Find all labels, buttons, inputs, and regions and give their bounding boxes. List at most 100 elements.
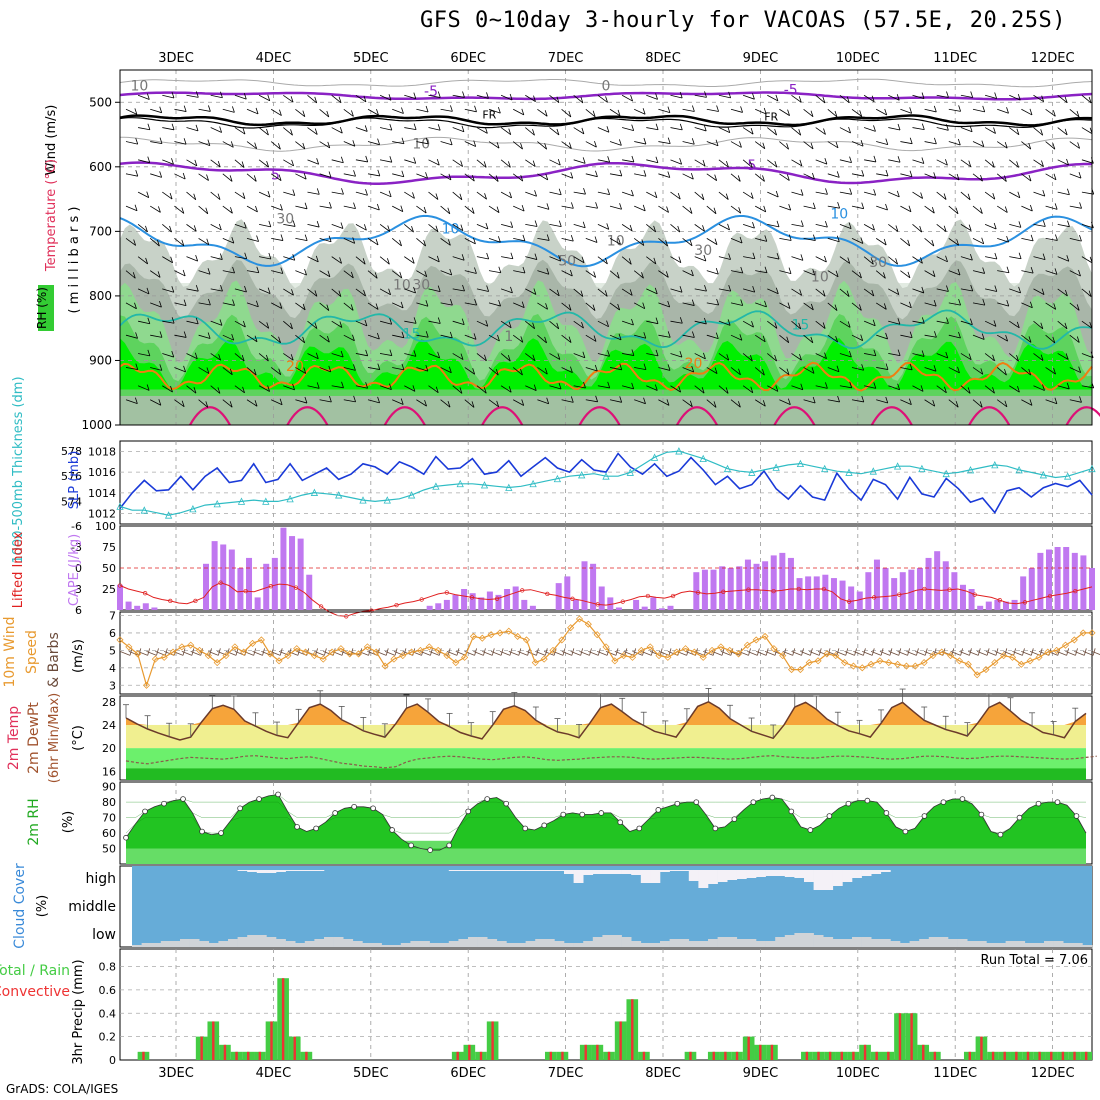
- barb-feather: [496, 400, 500, 407]
- cape-bar: [521, 599, 528, 610]
- wind10-barb: [862, 650, 873, 656]
- wind10-marker: [1061, 641, 1070, 649]
- wind10-marker: [496, 629, 504, 637]
- cloud-low-bar: [372, 943, 382, 947]
- barb-shaft: [525, 353, 536, 362]
- barb-shaft: [258, 94, 270, 102]
- barb-feather: [1016, 128, 1020, 135]
- barb-shaft: [355, 353, 368, 357]
- barb-feather: [146, 384, 150, 391]
- barb-feather: [921, 123, 925, 130]
- barb-feather: [256, 235, 259, 242]
- barb-shaft: [549, 256, 561, 262]
- barb-shaft: [694, 94, 707, 98]
- cloud-low-bar: [564, 943, 574, 947]
- barb-feather: [786, 143, 789, 150]
- precip-conv-bar: [922, 1044, 925, 1060]
- barb-feather: [982, 267, 986, 274]
- barb-shaft: [1081, 127, 1093, 135]
- barb-shaft: [767, 353, 777, 362]
- barb-feather: [920, 192, 924, 199]
- barb-feather: [232, 106, 235, 113]
- barb-feather: [946, 317, 949, 324]
- barb-shaft: [1033, 353, 1044, 361]
- barb-feather: [363, 289, 366, 297]
- cloud-high-bar: [314, 870, 325, 871]
- wind10-barb: [287, 650, 299, 656]
- barb-shaft: [658, 334, 671, 338]
- barb-feather: [946, 285, 949, 292]
- wind10-marker: [328, 648, 336, 656]
- precip-bar: [614, 1021, 621, 1060]
- barb-shaft: [537, 399, 549, 405]
- thickness-marker: [262, 497, 270, 505]
- barb-feather: [931, 206, 935, 214]
- barb-feather: [230, 207, 233, 214]
- barb-shaft: [851, 141, 864, 147]
- barb-shaft: [670, 320, 683, 324]
- barb-feather: [1079, 396, 1082, 403]
- label-2m-dewpt: 2m DewPt: [26, 702, 42, 774]
- barb-shaft: [646, 256, 657, 265]
- barb-shaft: [730, 302, 743, 306]
- barb-shaft: [597, 353, 610, 357]
- barb-shaft: [331, 320, 343, 328]
- barb-shaft: [440, 270, 452, 276]
- contour-plus25: [968, 406, 1011, 426]
- barb-feather: [413, 92, 417, 99]
- contour-plus20: [119, 361, 1093, 392]
- barb-shaft: [1045, 205, 1058, 210]
- precip-bar: [1022, 1051, 1028, 1060]
- barb-shaft: [319, 270, 331, 278]
- barb-shaft: [743, 256, 755, 260]
- cloud-low-bar: [842, 939, 853, 947]
- wind10-barb: [791, 650, 802, 656]
- barb-shaft: [996, 205, 1008, 213]
- barb-feather: [133, 239, 137, 246]
- barb-feather: [932, 400, 936, 407]
- barb-feather: [220, 284, 223, 292]
- barb-shaft: [150, 302, 162, 308]
- barb-shaft: [960, 320, 973, 326]
- barb-feather: [304, 396, 308, 404]
- label-lifted-index: Lifted Index: [11, 531, 26, 608]
- cape-bar: [882, 568, 889, 610]
- barb-shaft: [791, 256, 804, 261]
- barb-shaft: [150, 141, 163, 145]
- precip-conv-bar: [607, 1051, 611, 1060]
- cloud-low-bar: [180, 939, 190, 947]
- cape-bar: [1089, 568, 1095, 610]
- precip-bar: [801, 1051, 807, 1060]
- barb-shaft: [549, 127, 560, 136]
- barb-shaft: [379, 94, 392, 101]
- barb-shaft: [137, 256, 148, 265]
- barb-shaft: [476, 320, 488, 327]
- barb-shaft: [573, 353, 586, 359]
- barb-shaft: [755, 108, 767, 115]
- barb-shaft: [525, 320, 535, 330]
- precip-conv-bar: [281, 978, 285, 1060]
- barb-shaft: [198, 302, 211, 306]
- barb-feather: [1076, 110, 1080, 118]
- precip-bar: [934, 1051, 941, 1060]
- precip-conv-bar: [689, 1051, 692, 1060]
- wind10-marker: [841, 659, 849, 667]
- barb-shaft: [803, 237, 816, 242]
- barb-shaft: [1033, 256, 1046, 261]
- rh-marker: [959, 796, 966, 802]
- barb-feather: [340, 156, 344, 163]
- barb-shaft: [803, 108, 814, 118]
- barb-feather: [764, 235, 768, 242]
- barb-feather: [218, 223, 222, 231]
- barb-feather: [798, 129, 802, 136]
- precip-conv-bar: [142, 1051, 145, 1060]
- thickness-line: [119, 450, 1093, 516]
- barb-feather: [314, 290, 318, 297]
- barb-shaft: [815, 353, 827, 359]
- cloud-high-bar: [804, 870, 814, 882]
- barb-feather: [401, 137, 405, 144]
- barb-feather: [957, 138, 961, 146]
- barb-feather: [763, 205, 767, 212]
- barb-shaft: [331, 353, 344, 358]
